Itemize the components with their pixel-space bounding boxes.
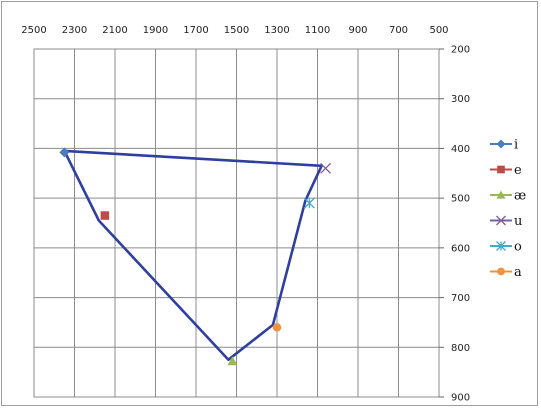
x-tick-label: 500	[429, 25, 448, 36]
x-tick-label: 2100	[102, 25, 127, 36]
legend-marker-x	[496, 215, 506, 226]
marker-circle	[272, 323, 282, 332]
y-tick-label: 500	[451, 194, 470, 205]
data-markers	[59, 147, 332, 366]
legend-item: e	[490, 163, 522, 178]
legend-marker-square	[497, 165, 505, 174]
x-tick-label: 700	[389, 25, 408, 36]
y-tick-label: 200	[451, 45, 470, 56]
legend-item: o	[490, 240, 522, 255]
y-tick-label: 300	[451, 94, 470, 105]
gridlines	[33, 48, 444, 398]
x-tick-label: 1900	[143, 25, 168, 36]
legend-marker-diamond	[496, 139, 506, 149]
x-tick-label: 2300	[62, 25, 87, 36]
y-tick-label: 800	[451, 343, 470, 354]
legend-marker-triangle	[496, 190, 506, 199]
legend-label: i	[514, 138, 518, 153]
x-tick-label: 900	[348, 25, 367, 36]
vowel-outline	[63, 149, 323, 362]
legend-item: a	[490, 265, 522, 280]
legend-item: u	[490, 214, 522, 229]
legend-label: æ	[514, 189, 526, 204]
legend-marker-star	[496, 241, 506, 251]
marker-diamond	[59, 147, 70, 158]
marker-square	[100, 211, 110, 220]
legend-item: i	[490, 138, 518, 153]
y-tick-label: 600	[451, 243, 470, 254]
legend-label: a	[514, 265, 522, 280]
x-tick-label: 1300	[264, 25, 289, 36]
marker-x	[320, 162, 332, 174]
legend-label: u	[514, 214, 522, 229]
legend-item: æ	[490, 189, 526, 204]
y-tick-label: 900	[451, 393, 470, 404]
x-tick-label: 1700	[183, 25, 208, 36]
marker-star	[303, 197, 315, 209]
x-tick-label: 1100	[305, 25, 330, 36]
marker-triangle	[227, 356, 238, 366]
x-tick-label: 2500	[21, 25, 46, 36]
y-tick-label: 400	[451, 144, 470, 155]
x-tick-label: 1500	[224, 25, 249, 36]
x-axis-ticks: 2500 2300 2100 1900 1700 1500 1300 1100 900 700 50…	[21, 25, 448, 36]
legend-label: o	[514, 240, 522, 255]
vowel-outline-line	[63, 149, 323, 362]
y-tick-label: 700	[451, 293, 470, 304]
legend-marker-circle	[497, 267, 505, 276]
legend-label: e	[514, 163, 522, 178]
y-axis-ticks: 200 300 400 500 600 700 800 900	[451, 45, 470, 404]
